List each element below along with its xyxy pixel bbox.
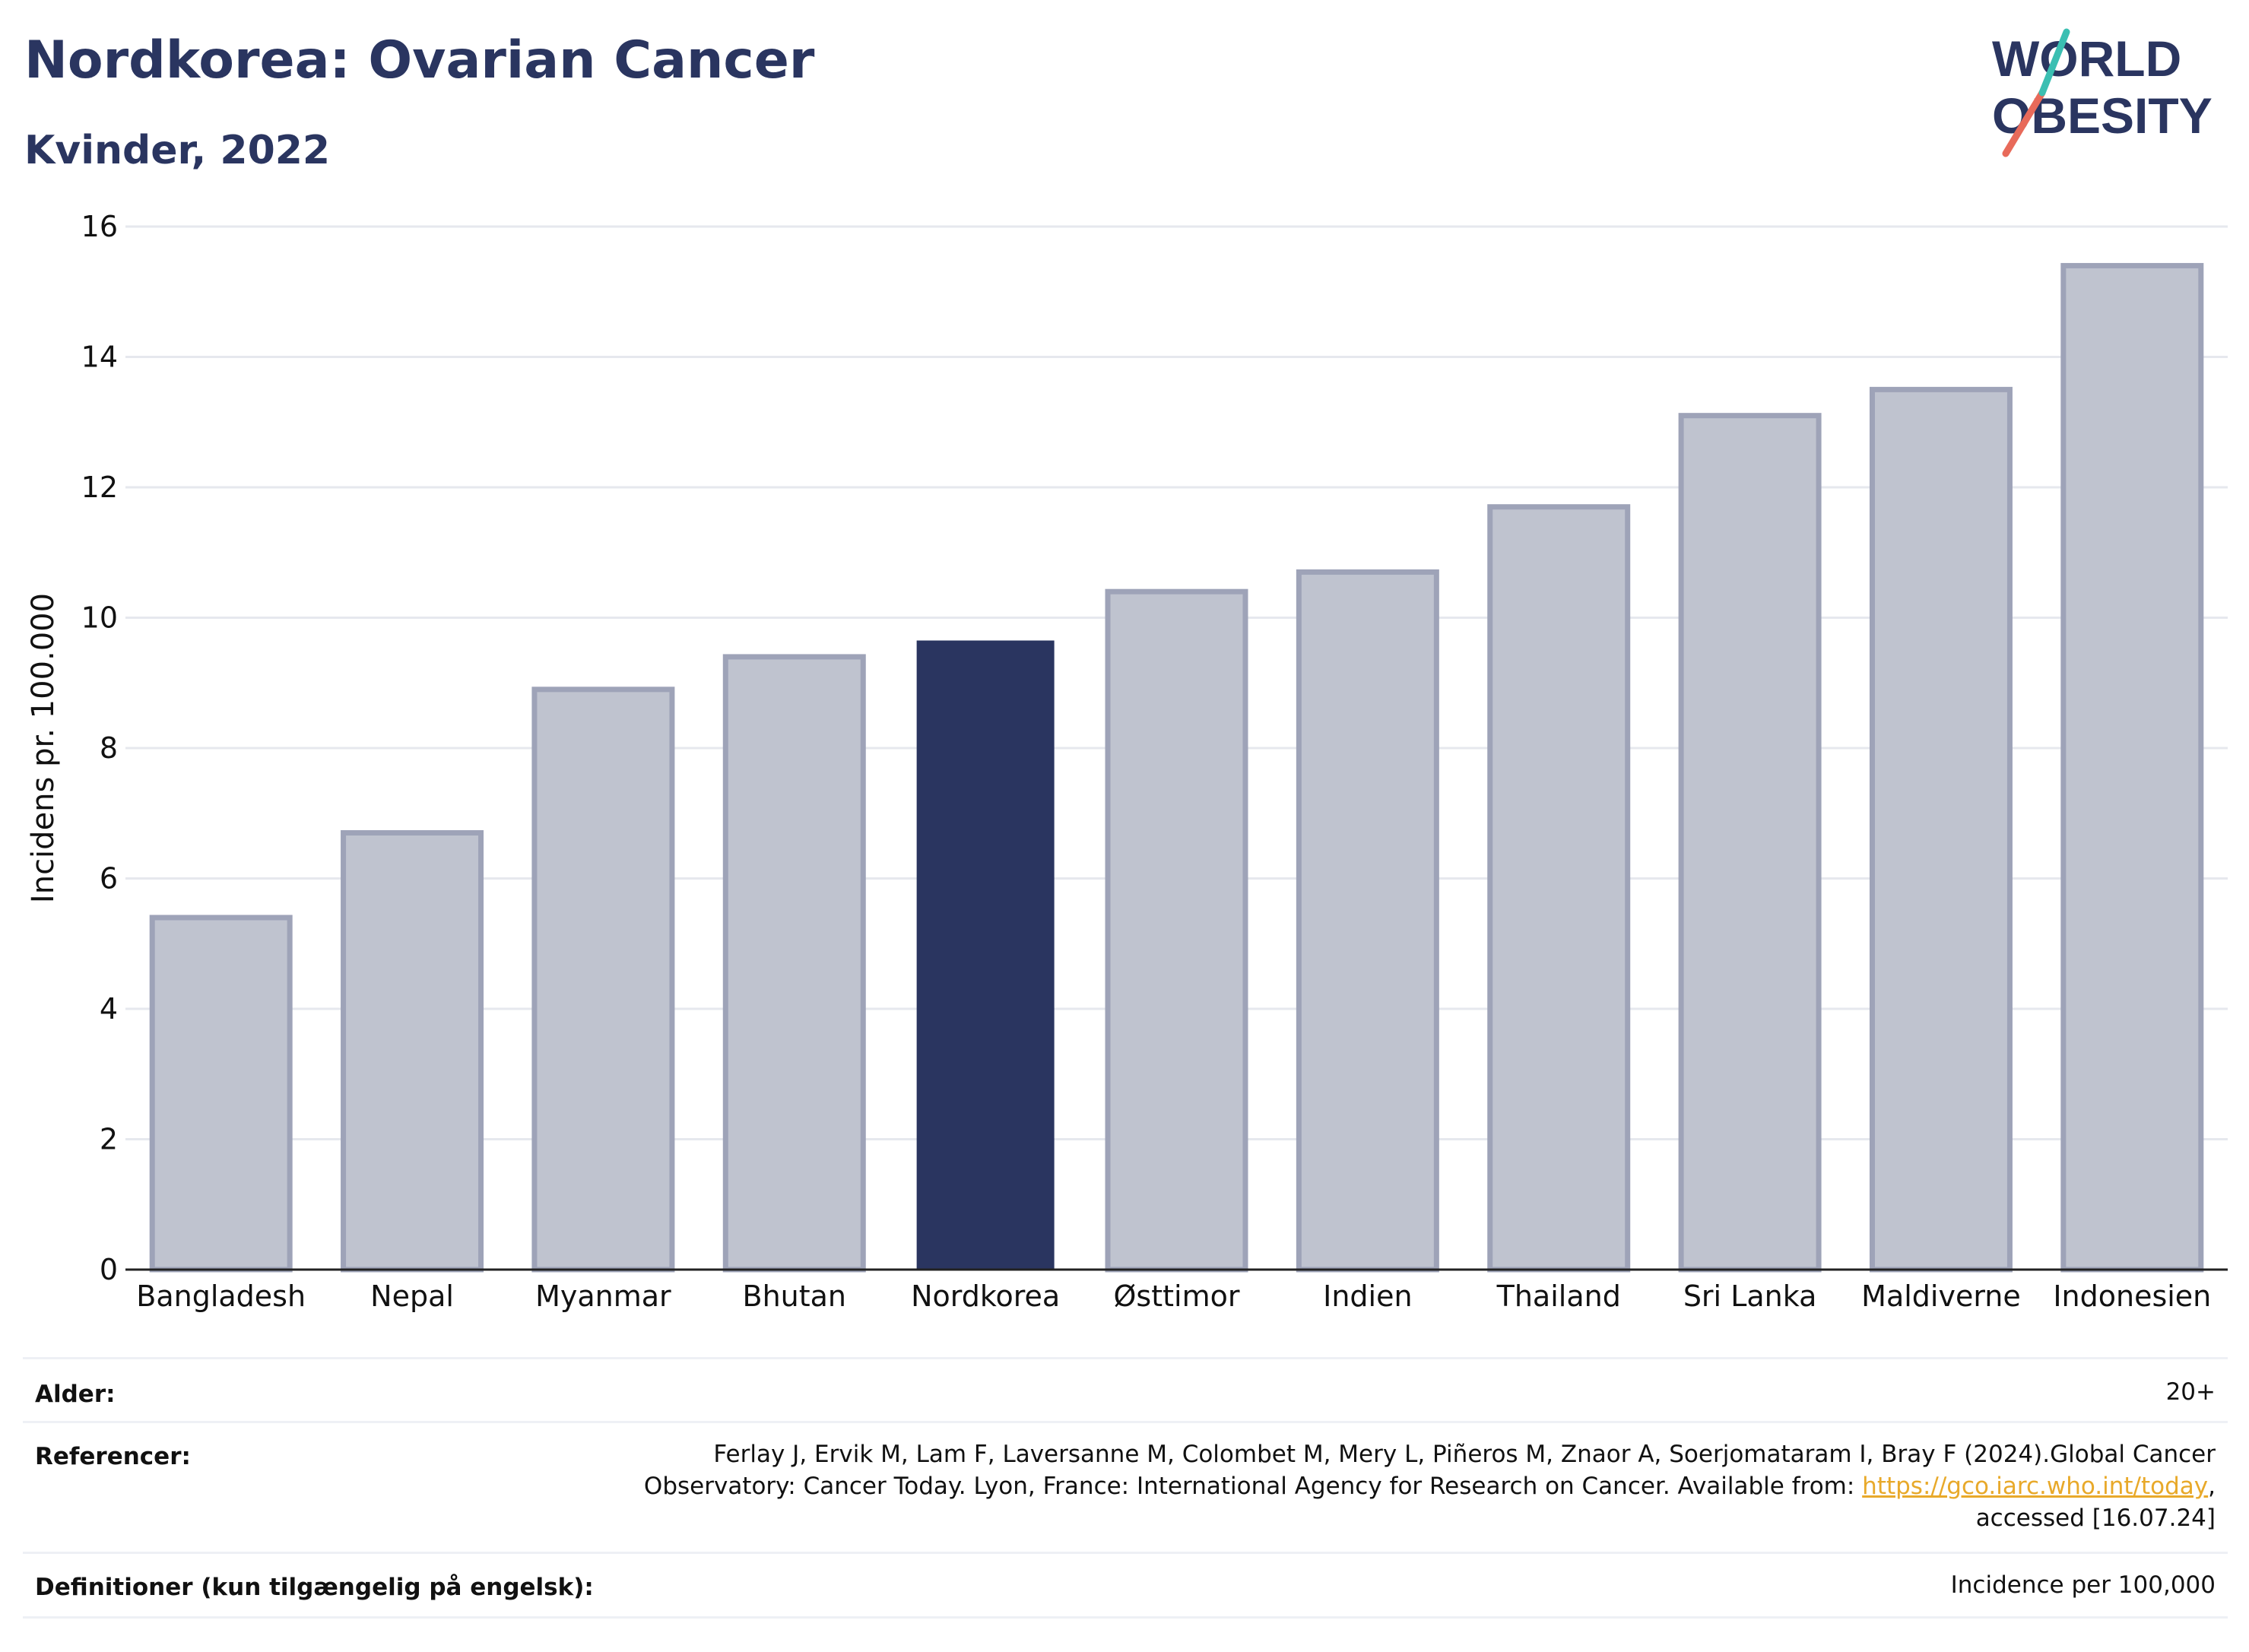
references-link[interactable]: https://gco.iarc.who.int/today	[1862, 1473, 2209, 1500]
bar-thailand	[1487, 504, 1631, 1273]
logo-slash-lower	[2002, 89, 2046, 157]
y-tick-label: 2	[100, 1123, 118, 1156]
bar-nordkorea	[916, 640, 1055, 1270]
x-tick-label: Bhutan	[743, 1279, 847, 1313]
x-tick-label: Nepal	[370, 1279, 454, 1313]
bar-bhutan	[722, 654, 866, 1273]
bar-sri-lanka	[1678, 413, 1822, 1273]
y-tick-label: 10	[81, 601, 118, 635]
y-tick-label: 14	[81, 341, 118, 374]
age-value: 20+	[2165, 1378, 2216, 1406]
bar-østtimor	[1105, 588, 1248, 1273]
age-label: Alder:	[35, 1381, 116, 1408]
x-tick-label: Sri Lanka	[1683, 1279, 1817, 1313]
meta-row-age: Alder: 20+	[23, 1357, 2228, 1422]
y-axis-label: Incidens pr. 100.000	[26, 593, 61, 903]
meta-row-references: Referencer: Ferlay J, Ervik M, Lam F, La…	[23, 1421, 2228, 1552]
references-text: Ferlay J, Ervik M, Lam F, Laversanne M, …	[644, 1438, 2216, 1534]
references-line2-prefix: Observatory: Cancer Today. Lyon, France:…	[643, 1473, 1863, 1500]
metadata-table: Alder: 20+ Referencer: Ferlay J, Ervik M…	[23, 1357, 2228, 1619]
meta-row-definitions: Definitioner (kun tilgængelig på engelsk…	[23, 1552, 2228, 1619]
chart-subtitle: Kvinder, 2022	[24, 128, 331, 173]
references-line3: accessed [16.07.24]	[1975, 1505, 2216, 1532]
logo-line1: WORLD	[1992, 30, 2181, 87]
x-tick-label: Indonesien	[2053, 1279, 2211, 1313]
y-tick-label: 12	[81, 471, 118, 504]
references-line1: Ferlay J, Ervik M, Lam F, Laversanne M, …	[713, 1441, 2216, 1468]
bar-indien	[1296, 569, 1439, 1273]
x-tick-label: Bangladesh	[136, 1279, 306, 1313]
x-tick-label: Thailand	[1496, 1279, 1621, 1313]
references-label: Referencer:	[35, 1443, 191, 1470]
x-tick-label: Indien	[1323, 1279, 1412, 1313]
bar-indonesien	[2060, 262, 2204, 1273]
references-line2-suffix: ,	[2208, 1473, 2216, 1500]
y-tick-label: 8	[100, 731, 118, 765]
y-tick-label: 6	[100, 862, 118, 896]
bar-myanmar	[531, 686, 675, 1273]
bar-bangladesh	[149, 915, 293, 1273]
bar-chart: 0 2 4 6 8 10 12 14 16 Bangladesh Nepal Myanmar Bhuta…	[26, 210, 2228, 1313]
definitions-label: Definitioner (kun tilgængelig på engelsk…	[35, 1574, 594, 1601]
y-tick-label: 4	[100, 992, 118, 1026]
y-tick-label: 0	[100, 1253, 118, 1286]
definitions-value: Incidence per 100,000	[1950, 1571, 2216, 1599]
bar-maldiverne	[1869, 386, 2013, 1273]
x-tick-label: Myanmar	[535, 1279, 671, 1313]
x-tick-label: Nordkorea	[911, 1279, 1060, 1313]
y-tick-label: 16	[81, 210, 118, 243]
bar-nepal	[341, 829, 484, 1273]
references-line2: Observatory: Cancer Today. Lyon, France:…	[644, 1470, 2216, 1502]
x-tick-label: Østtimor	[1114, 1279, 1240, 1313]
x-tick-label: Maldiverne	[1861, 1279, 2021, 1313]
world-obesity-logo: WORLD OBESITY	[1992, 28, 2213, 157]
logo-slash-upper	[2038, 28, 2070, 97]
chart-title: Nordkorea: Ovarian Cancer	[24, 30, 815, 90]
